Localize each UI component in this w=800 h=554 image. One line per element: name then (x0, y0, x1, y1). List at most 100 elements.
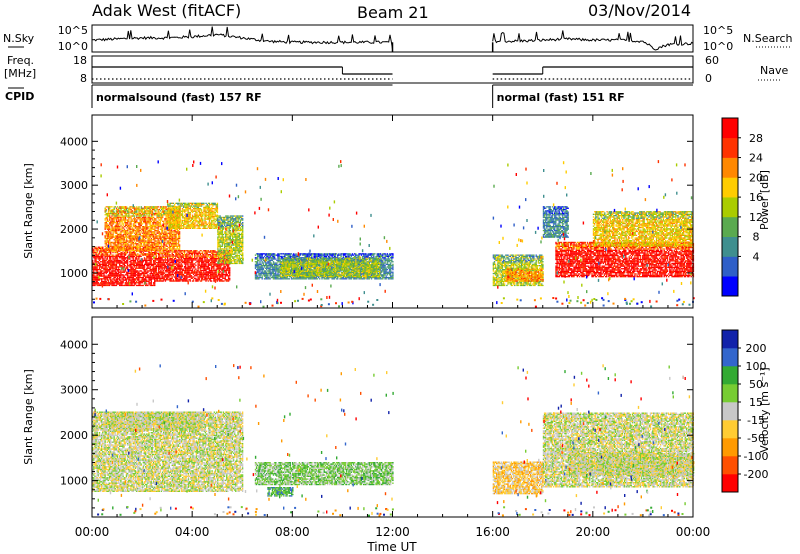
heat-cell (166, 267, 167, 268)
heat-cell (165, 279, 166, 280)
heat-cell (161, 243, 162, 244)
heat-cell (160, 237, 161, 238)
heat-cell (179, 280, 180, 281)
heat-cell (119, 222, 120, 223)
heat-cell (107, 285, 108, 286)
heat-cell (122, 262, 123, 263)
heat-cell (117, 280, 118, 281)
heat-cell (129, 208, 130, 209)
heat-cell (135, 247, 136, 248)
heat-cell (94, 285, 95, 286)
heat-cell (163, 209, 164, 210)
heat-cell (155, 238, 156, 239)
heat-cell (156, 275, 157, 276)
heat-cell (110, 253, 111, 254)
heat-cell (114, 243, 115, 244)
heat-cell (102, 264, 103, 265)
cpid-segment-text-1: normal (fast) 151 RF (497, 91, 625, 104)
heat-cell (125, 221, 126, 222)
heat-cell (196, 257, 197, 258)
heat-cell (168, 233, 169, 234)
heat-cell (160, 261, 161, 262)
heat-cell (120, 277, 121, 278)
heat-cell (102, 262, 103, 263)
heat-cell (135, 234, 136, 235)
heat-cell (179, 270, 180, 271)
heat-cell (107, 252, 108, 253)
heat-cell (159, 276, 160, 277)
heat-cell (208, 250, 209, 251)
heat-cell (127, 276, 128, 277)
heat-cell (115, 252, 116, 253)
heat-cell (136, 266, 137, 267)
heat-cell (135, 269, 136, 270)
heat-cell (118, 237, 119, 238)
heat-cell (173, 279, 174, 280)
plot-title: Adak West (fitACF) (92, 1, 241, 20)
heat-cell (154, 221, 155, 222)
heat-cell (106, 231, 107, 232)
heat-cell (112, 233, 113, 234)
heat-cell (229, 273, 230, 274)
heat-cell (106, 260, 107, 261)
heat-cell (190, 276, 191, 277)
heat-cell (152, 265, 153, 266)
heat-cell (160, 280, 161, 281)
heat-cell (227, 265, 228, 266)
heat-cell (184, 253, 185, 254)
heat-cell (177, 257, 178, 258)
nsearch-label: N.Search (743, 32, 793, 45)
heat-cell (156, 247, 157, 248)
heat-cell (173, 275, 174, 276)
heat-cell (112, 255, 113, 256)
heat-cell (173, 280, 174, 281)
heat-cell (138, 214, 139, 215)
heat-cell (164, 250, 165, 251)
heat-cell (126, 222, 127, 223)
heat-cell (107, 283, 108, 284)
heat-cell (165, 208, 166, 209)
heat-cell (95, 260, 96, 261)
heat-cell (168, 275, 169, 276)
heat-cell (117, 257, 118, 258)
heat-cell (197, 261, 198, 262)
heat-cell (168, 270, 169, 271)
heat-cell (160, 206, 161, 207)
heat-cell (145, 278, 146, 279)
heat-cell (167, 234, 168, 235)
heat-cell (211, 267, 212, 268)
heat-cell (152, 247, 153, 248)
heat-cell (122, 274, 123, 275)
heat-cell (202, 265, 203, 266)
heat-cell (122, 285, 123, 286)
heat-cell (134, 264, 135, 265)
heat-cell (143, 226, 144, 227)
heat-cell (135, 225, 136, 226)
heat-cell (164, 247, 165, 248)
heat-cell (204, 258, 205, 259)
heat-cell (162, 227, 163, 228)
heat-cell (110, 262, 111, 263)
heat-cell (127, 264, 128, 265)
heat-cell (155, 244, 156, 245)
heat-cell (141, 221, 142, 222)
heat-cell (106, 240, 107, 241)
heat-cell (223, 267, 224, 268)
heat-cell (105, 219, 106, 220)
heat-cell (140, 234, 141, 235)
heat-cell (197, 265, 198, 266)
heat-cell (197, 270, 198, 271)
heat-cell (156, 279, 157, 280)
heat-cell (199, 278, 200, 279)
heat-cell (97, 276, 98, 277)
heat-cell (172, 258, 173, 259)
heat-cell (121, 231, 122, 232)
heat-cell (106, 218, 107, 219)
heat-cell (131, 252, 132, 253)
heat-cell (97, 252, 98, 253)
heat-cell (205, 265, 206, 266)
heat-cell (193, 265, 194, 266)
heat-cell (110, 243, 111, 244)
heat-cell (126, 231, 127, 232)
heat-cell (113, 262, 114, 263)
